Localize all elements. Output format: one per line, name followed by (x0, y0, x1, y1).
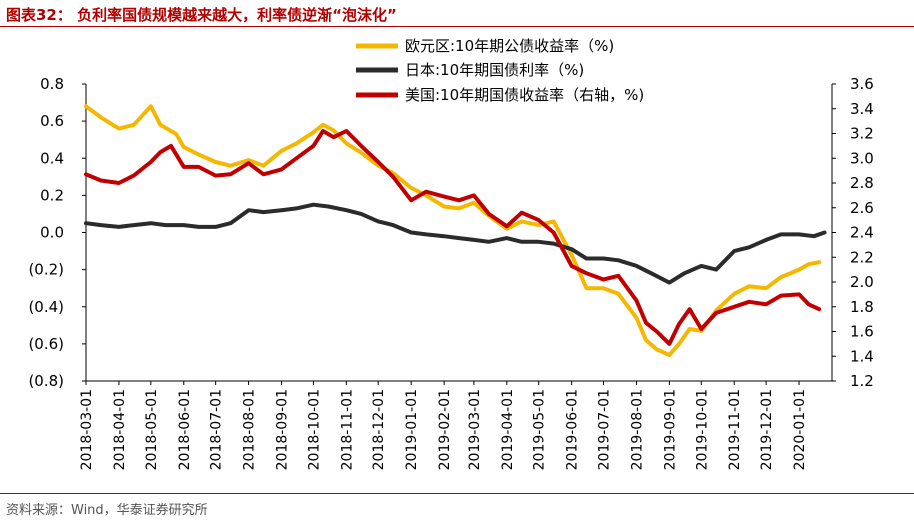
x-tick-label: 2018-08-01 (242, 389, 258, 470)
legend-item-japan-label: 日本:10年期国债利率（%) (405, 61, 584, 79)
x-tick-label: 2019-04-01 (500, 389, 516, 470)
chart-caption: 图表32： 负利率国债规模越来越大，利率债逆渐“泡沫化” (6, 6, 397, 24)
left-tick-label: 0.0 (40, 224, 64, 242)
yield-line-chart: 0.8 0.6 0.4 0.2 0.0 (0.2) (0.4) (0.6) (0.8) 3.6 3.… (28, 37, 873, 470)
euro-yield-line (84, 104, 822, 357)
right-tick-label: 2.6 (850, 199, 874, 217)
x-tick-label: 2019-10-01 (694, 389, 710, 470)
x-tick-label: 2019-06-01 (565, 389, 581, 470)
legend-item-euro-label: 欧元区:10年期公债收益率（%) (405, 37, 614, 55)
us-yield-line (84, 129, 822, 346)
x-tick-label: 2018-06-01 (177, 389, 193, 470)
x-tick-label: 2018-03-01 (79, 389, 95, 470)
legend: 欧元区:10年期公债收益率（%) 日本:10年期国债利率（%) 美国:10年期国债收… (356, 37, 644, 104)
right-tick-label: 3.6 (850, 75, 874, 93)
x-tick-label: 2018-05-01 (144, 389, 160, 470)
left-tick-label: 0.6 (40, 112, 64, 130)
axes-layer: 0.8 0.6 0.4 0.2 0.0 (0.2) (0.4) (0.6) (0.8) 3.6 3.… (28, 75, 873, 470)
left-tick-label: 0.4 (40, 149, 64, 167)
x-tick-label: 2020-01-01 (792, 389, 808, 470)
left-tick-label: (0.8) (28, 372, 64, 390)
x-tick-label: 2018-12-01 (371, 389, 387, 470)
x-tick-label: 2019-07-01 (597, 389, 613, 470)
x-tick-label: 2018-09-01 (275, 389, 291, 470)
x-tick-label: 2018-10-01 (306, 389, 322, 470)
x-tick-label: 2019-09-01 (662, 389, 678, 470)
x-tick-label: 2019-01-01 (404, 389, 420, 470)
left-tick-label: (0.6) (28, 335, 64, 353)
left-tick-label: 0.8 (40, 75, 64, 93)
x-tick-label: 2018-11-01 (339, 389, 355, 470)
right-tick-label: 1.6 (850, 323, 874, 341)
legend-item-us-label: 美国:10年期国债收益率（右轴，%) (405, 86, 644, 104)
right-tick-label: 1.4 (850, 347, 874, 365)
left-tick-label: 0.2 (40, 186, 64, 204)
x-tick-label: 2019-12-01 (759, 389, 775, 470)
caption-rule (0, 26, 914, 27)
right-tick-label: 1.8 (850, 298, 874, 316)
right-tick-label: 3.0 (850, 149, 874, 167)
japan-yield-line (84, 202, 827, 285)
right-tick-label: 3.2 (850, 125, 874, 143)
x-tick-label: 2018-07-01 (209, 389, 225, 470)
right-tick-label: 2.0 (850, 273, 874, 291)
left-tick-label: (0.4) (28, 298, 64, 316)
right-tick-label: 1.2 (850, 372, 874, 390)
right-tick-label: 2.8 (850, 174, 874, 192)
x-tick-label: 2019-11-01 (727, 389, 743, 470)
right-tick-label: 3.4 (850, 100, 874, 118)
x-tick-label: 2019-02-01 (437, 389, 453, 470)
x-tick-label: 2018-04-01 (112, 389, 128, 470)
x-tick-label: 2019-08-01 (629, 389, 645, 470)
left-tick-label: (0.2) (28, 261, 64, 279)
x-tick-label: 2019-05-01 (532, 389, 548, 470)
series-layer (84, 104, 827, 357)
source-note: 资料来源：Wind，华泰证券研究所 (6, 503, 208, 518)
x-tick-label: 2019-03-01 (467, 389, 483, 470)
source-rule (0, 493, 914, 494)
right-tick-label: 2.2 (850, 248, 874, 266)
right-tick-label: 2.4 (850, 224, 874, 242)
